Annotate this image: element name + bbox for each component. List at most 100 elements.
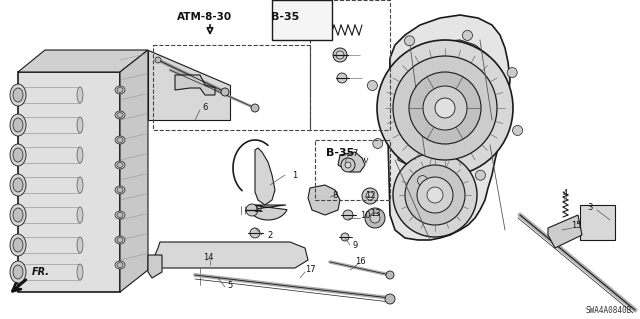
- Circle shape: [251, 104, 259, 112]
- Ellipse shape: [77, 147, 83, 163]
- Text: 15: 15: [571, 221, 581, 231]
- Text: 8: 8: [332, 190, 338, 199]
- Ellipse shape: [10, 234, 26, 256]
- Polygon shape: [338, 152, 365, 172]
- Ellipse shape: [115, 86, 125, 94]
- Ellipse shape: [13, 148, 23, 162]
- Text: 6: 6: [202, 103, 208, 113]
- Circle shape: [221, 88, 229, 96]
- Circle shape: [409, 72, 481, 144]
- Bar: [272, 0, 332, 40]
- Text: 1: 1: [292, 170, 298, 180]
- Text: 14: 14: [203, 254, 213, 263]
- Polygon shape: [255, 148, 275, 205]
- Ellipse shape: [13, 238, 23, 252]
- Ellipse shape: [13, 88, 23, 102]
- Circle shape: [337, 73, 347, 83]
- Text: 5: 5: [227, 280, 232, 290]
- Ellipse shape: [10, 204, 26, 226]
- Circle shape: [417, 177, 453, 213]
- Polygon shape: [388, 15, 510, 240]
- Ellipse shape: [115, 236, 125, 244]
- Ellipse shape: [13, 118, 23, 132]
- Circle shape: [362, 188, 378, 204]
- Ellipse shape: [117, 188, 123, 192]
- Polygon shape: [175, 75, 215, 95]
- Polygon shape: [395, 40, 498, 172]
- Circle shape: [513, 125, 523, 136]
- Ellipse shape: [13, 208, 23, 222]
- Polygon shape: [120, 50, 148, 292]
- Polygon shape: [580, 205, 615, 240]
- Text: 17: 17: [305, 265, 316, 275]
- Text: B-35: B-35: [271, 12, 299, 22]
- Ellipse shape: [77, 117, 83, 133]
- Bar: [315, 140, 390, 200]
- Ellipse shape: [115, 261, 125, 269]
- Text: 11: 11: [253, 205, 263, 214]
- Text: 3: 3: [588, 204, 593, 212]
- Ellipse shape: [117, 212, 123, 218]
- Text: 13: 13: [370, 209, 380, 218]
- Circle shape: [333, 48, 347, 62]
- Circle shape: [463, 30, 472, 41]
- Ellipse shape: [115, 211, 125, 219]
- Circle shape: [393, 56, 497, 160]
- Polygon shape: [308, 185, 340, 215]
- Circle shape: [435, 98, 455, 118]
- Polygon shape: [18, 72, 120, 292]
- Circle shape: [246, 204, 258, 216]
- Ellipse shape: [115, 111, 125, 119]
- Circle shape: [476, 170, 486, 180]
- Ellipse shape: [10, 84, 26, 106]
- Ellipse shape: [77, 87, 83, 103]
- Circle shape: [341, 233, 349, 241]
- Ellipse shape: [10, 174, 26, 196]
- Polygon shape: [18, 50, 148, 72]
- Ellipse shape: [115, 161, 125, 169]
- Ellipse shape: [13, 178, 23, 192]
- Circle shape: [341, 158, 355, 172]
- Bar: [153, 45, 310, 130]
- Circle shape: [155, 57, 161, 63]
- Circle shape: [336, 51, 344, 59]
- Circle shape: [385, 294, 395, 304]
- Circle shape: [423, 86, 467, 130]
- Polygon shape: [249, 205, 287, 220]
- Ellipse shape: [77, 264, 83, 280]
- Circle shape: [393, 153, 477, 237]
- Polygon shape: [548, 215, 582, 248]
- Ellipse shape: [117, 137, 123, 143]
- Circle shape: [250, 228, 260, 238]
- Ellipse shape: [117, 87, 123, 93]
- Circle shape: [386, 271, 394, 279]
- Polygon shape: [148, 255, 162, 278]
- Ellipse shape: [115, 136, 125, 144]
- Text: 4: 4: [563, 189, 568, 197]
- Text: 12: 12: [365, 190, 375, 199]
- Circle shape: [367, 80, 378, 91]
- Ellipse shape: [77, 207, 83, 223]
- Ellipse shape: [77, 237, 83, 253]
- Circle shape: [417, 175, 428, 186]
- Circle shape: [404, 36, 415, 46]
- Text: FR.: FR.: [32, 267, 50, 277]
- Polygon shape: [148, 50, 230, 120]
- Text: B-35: B-35: [326, 148, 354, 158]
- Text: 2: 2: [268, 231, 273, 240]
- Text: ATM-8-30: ATM-8-30: [177, 12, 232, 22]
- Circle shape: [427, 187, 443, 203]
- Circle shape: [366, 192, 374, 200]
- Ellipse shape: [117, 162, 123, 167]
- Circle shape: [345, 162, 351, 168]
- Text: 9: 9: [353, 241, 358, 249]
- Ellipse shape: [10, 261, 26, 283]
- Text: 16: 16: [355, 257, 365, 266]
- Ellipse shape: [13, 265, 23, 279]
- Ellipse shape: [117, 113, 123, 117]
- Circle shape: [377, 40, 513, 176]
- Ellipse shape: [115, 186, 125, 194]
- Ellipse shape: [10, 144, 26, 166]
- Circle shape: [343, 210, 353, 220]
- Circle shape: [405, 165, 465, 225]
